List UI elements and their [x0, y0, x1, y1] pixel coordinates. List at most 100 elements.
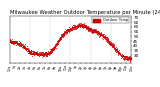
Point [48, 50, 51, 51]
Point [10, 42, 12, 44]
Point [103, 35, 106, 36]
Point [72, 28, 75, 29]
Point [40, 53, 43, 55]
Point [32, 50, 35, 51]
Point [90, 29, 92, 30]
Point [18, 44, 21, 46]
Point [128, 59, 131, 60]
Point [15, 45, 17, 46]
Point [9, 43, 12, 44]
Point [45, 55, 47, 57]
Point [112, 48, 115, 49]
Point [101, 34, 104, 35]
Point [45, 52, 48, 54]
Point [50, 51, 53, 52]
Point [80, 25, 83, 27]
Point [37, 54, 40, 55]
Point [115, 51, 118, 52]
Point [60, 38, 62, 39]
Point [124, 57, 126, 58]
Point [65, 28, 68, 29]
Point [126, 59, 129, 60]
Point [65, 29, 68, 30]
Point [71, 27, 74, 29]
Point [63, 33, 65, 34]
Point [119, 53, 122, 54]
Point [55, 43, 58, 44]
Point [46, 53, 48, 54]
Point [69, 28, 71, 29]
Point [21, 44, 23, 46]
Point [109, 43, 111, 45]
Point [57, 40, 60, 41]
Point [91, 30, 94, 31]
Point [98, 34, 101, 36]
Point [94, 28, 96, 30]
Point [62, 31, 65, 32]
Point [126, 58, 128, 60]
Point [99, 33, 102, 34]
Point [28, 51, 30, 52]
Point [9, 41, 12, 42]
Point [30, 53, 33, 54]
Point [42, 54, 44, 55]
Point [78, 25, 81, 27]
Point [27, 50, 29, 51]
Point [74, 28, 76, 30]
Point [68, 29, 71, 30]
Point [44, 54, 47, 55]
Point [52, 48, 55, 49]
Point [21, 45, 24, 46]
Point [11, 42, 14, 43]
Point [79, 24, 82, 26]
Point [110, 43, 112, 45]
Point [33, 52, 36, 53]
Point [117, 53, 119, 54]
Point [87, 30, 90, 32]
Point [103, 36, 105, 38]
Point [61, 34, 64, 36]
Point [112, 46, 114, 47]
Point [68, 28, 71, 29]
Point [67, 30, 70, 31]
Point [40, 53, 42, 54]
Point [32, 52, 35, 54]
Point [108, 41, 110, 43]
Point [111, 45, 114, 46]
Point [125, 56, 128, 57]
Point [13, 42, 15, 43]
Point [14, 41, 17, 43]
Point [81, 23, 84, 25]
Point [69, 28, 72, 29]
Point [128, 58, 130, 59]
Point [17, 43, 20, 44]
Point [124, 55, 127, 56]
Point [40, 54, 42, 56]
Point [16, 42, 19, 44]
Point [117, 49, 120, 50]
Point [25, 48, 27, 49]
Point [63, 31, 66, 32]
Point [49, 48, 51, 50]
Point [79, 26, 82, 27]
Legend: Outdoor Temp: Outdoor Temp [92, 17, 129, 23]
Point [42, 52, 45, 54]
Point [62, 34, 64, 35]
Point [25, 48, 28, 50]
Point [116, 49, 118, 51]
Point [72, 28, 75, 29]
Point [80, 24, 82, 26]
Point [114, 47, 117, 48]
Point [76, 25, 78, 26]
Point [58, 38, 61, 39]
Point [27, 50, 29, 52]
Point [37, 53, 39, 55]
Point [85, 26, 88, 27]
Point [73, 27, 76, 29]
Point [27, 50, 29, 52]
Point [51, 48, 53, 50]
Point [43, 53, 45, 55]
Point [29, 52, 31, 53]
Point [105, 39, 108, 41]
Point [77, 25, 80, 26]
